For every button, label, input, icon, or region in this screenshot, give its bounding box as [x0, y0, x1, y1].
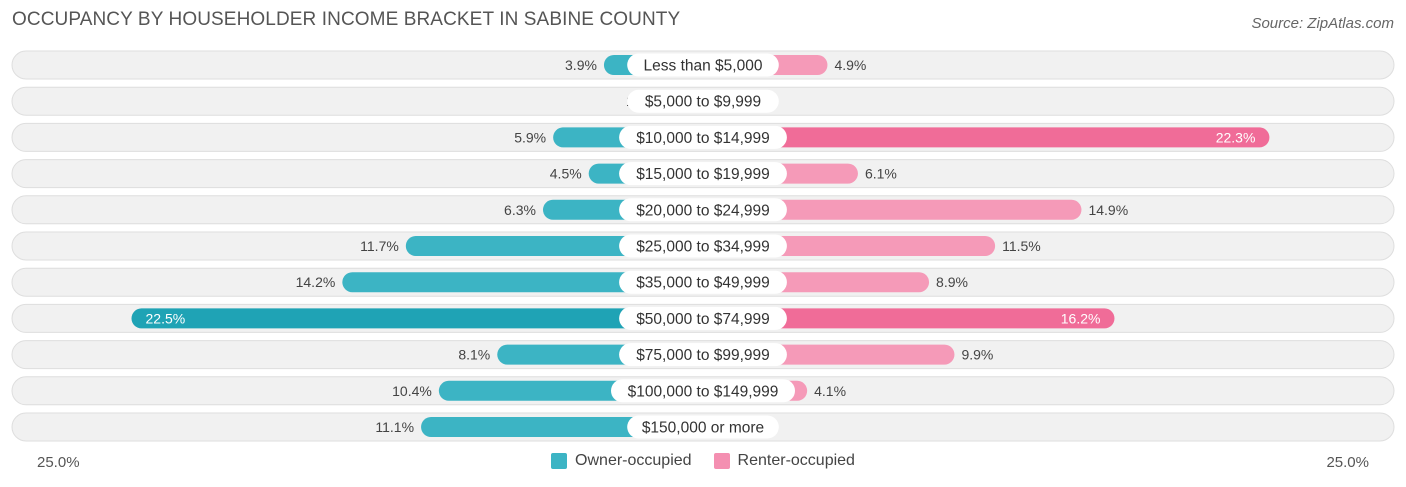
renter-value-label: 16.2% — [1061, 310, 1101, 326]
renter-bar — [703, 308, 1115, 329]
category-label: $25,000 to $34,999 — [636, 239, 770, 256]
category-label: Less than $5,000 — [644, 58, 763, 75]
category-label: $15,000 to $19,999 — [636, 166, 770, 183]
owner-value-label: 11.7% — [360, 238, 399, 254]
category-label-background — [627, 53, 779, 77]
category-label-background — [619, 270, 787, 294]
owner-value-label: 4.5% — [550, 166, 582, 182]
axis-left-label: 25.0% — [37, 454, 80, 471]
category-label: $35,000 to $49,999 — [636, 275, 770, 292]
renter-bar — [703, 199, 1082, 220]
legend-item-owner: Owner-occupied — [551, 452, 692, 470]
renter-value-label: 9.9% — [961, 347, 993, 363]
owner-value-label: 14.2% — [296, 274, 336, 290]
axis-right-label: 25.0% — [1326, 454, 1369, 471]
category-label-background — [619, 162, 787, 186]
owner-value-label: 11.1% — [375, 419, 414, 435]
category-label-background — [619, 234, 787, 258]
owner-value-label: 6.3% — [504, 202, 536, 218]
category-label-background — [619, 306, 787, 330]
owner-value-label: 3.9% — [565, 57, 597, 73]
category-label-background — [619, 125, 787, 149]
category-label: $50,000 to $74,999 — [636, 311, 770, 328]
category-label-background — [611, 379, 795, 403]
renter-value-label: 4.9% — [834, 57, 866, 73]
legend-swatch-renter — [713, 453, 730, 469]
chart-source: Source: ZipAtlas.com — [1251, 15, 1394, 32]
category-label-background — [619, 198, 787, 222]
category-label: $75,000 to $99,999 — [636, 347, 770, 364]
category-label: $100,000 to $149,999 — [628, 383, 779, 400]
renter-value-label: 4.1% — [814, 383, 846, 399]
chart-title: OCCUPANCY BY HOUSEHOLDER INCOME BRACKET … — [12, 9, 681, 30]
legend-label-renter: Renter-occupied — [737, 452, 855, 469]
renter-value-label: 22.3% — [1216, 129, 1256, 145]
renter-value-label: 6.1% — [865, 166, 897, 182]
owner-value-label: 22.5% — [146, 310, 186, 326]
legend-item-renter: Renter-occupied — [713, 452, 855, 470]
renter-bar — [703, 127, 1270, 148]
renter-value-label: 8.9% — [936, 274, 968, 290]
renter-value-label: 11.5% — [1002, 238, 1041, 254]
owner-value-label: 5.9% — [514, 129, 546, 145]
legend: Owner-occupied Renter-occupied — [0, 452, 1406, 470]
chart-svg: 3.9%4.9%Less than $5,0001.5%1.3%$5,000 t… — [11, 50, 1395, 442]
category-label-background — [627, 89, 779, 113]
owner-bar — [131, 308, 703, 329]
owner-value-label: 10.4% — [392, 383, 432, 399]
owner-value-label: 8.1% — [458, 347, 490, 363]
category-label-background — [619, 343, 787, 367]
legend-swatch-owner — [551, 453, 568, 469]
category-label: $10,000 to $14,999 — [636, 130, 770, 147]
category-label-background — [627, 415, 779, 439]
legend-label-owner: Owner-occupied — [575, 452, 692, 469]
category-label: $5,000 to $9,999 — [645, 94, 761, 111]
renter-value-label: 14.9% — [1088, 202, 1128, 218]
category-label: $20,000 to $24,999 — [636, 202, 770, 219]
owner-bar — [342, 272, 703, 293]
category-label: $150,000 or more — [642, 420, 764, 437]
